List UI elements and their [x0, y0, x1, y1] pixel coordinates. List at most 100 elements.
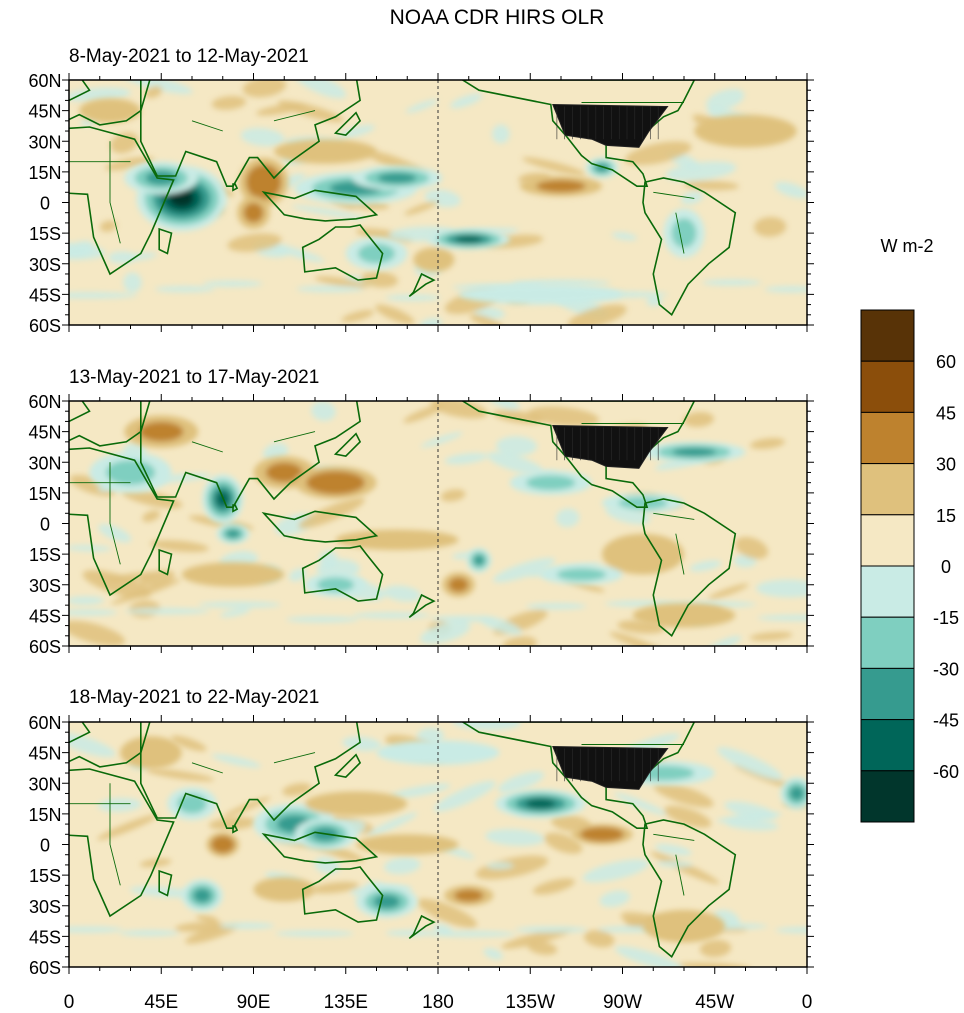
texture-band [424, 931, 516, 938]
coastline [261, 189, 379, 222]
coastline [232, 183, 239, 192]
texture-patch [98, 524, 132, 543]
us-county-lines [552, 745, 669, 790]
texture-patch [483, 948, 503, 960]
texture-patch [383, 585, 422, 602]
texture-patch [650, 851, 720, 885]
map-panel-3: 18-May-2021 to 22-May-2021 60N 45N 30N 15N 0 1… [28, 687, 814, 978]
texture-patch [208, 817, 257, 831]
anomaly-field [69, 722, 807, 967]
y-tick-label: 60N [28, 392, 61, 412]
texture-patch [582, 859, 650, 883]
texture-patch [532, 878, 575, 895]
anomaly-contour [536, 180, 586, 193]
texture-band [198, 601, 281, 608]
coastline [69, 768, 175, 918]
anomaly-contour [325, 796, 387, 812]
texture-patch [527, 941, 558, 955]
texture-patch [420, 432, 463, 448]
colorbar-label: -30 [933, 659, 959, 679]
x-tick-label: 0 [802, 992, 813, 1013]
y-tick-label: 60S [29, 316, 61, 336]
chart-title: NOAA CDR HIRS OLR [390, 6, 605, 29]
anomaly-contour [455, 235, 483, 243]
y-tick-label: 30N [28, 774, 61, 794]
texture-patch [97, 797, 142, 812]
anomaly-contour [243, 202, 264, 223]
us-county-lines [552, 103, 669, 148]
x-tick-label: 45E [144, 992, 178, 1013]
coastline [301, 545, 384, 602]
y-tick-label: 0 [40, 515, 50, 535]
y-tick-label: 0 [40, 194, 50, 214]
coastline [333, 432, 362, 457]
texture-patch [599, 890, 631, 908]
x-tick-label: 0 [64, 992, 75, 1013]
texture-band [69, 609, 118, 616]
anomaly-contour [556, 568, 607, 581]
texture-patch [497, 771, 545, 793]
coastline [69, 126, 175, 276]
anomaly-contour [526, 475, 576, 491]
texture-patch [774, 181, 807, 199]
anomaly-contour [360, 533, 434, 546]
anomaly-contour [373, 894, 400, 909]
texture-patch [656, 861, 694, 868]
colorbar-swatch [860, 463, 915, 516]
anomaly-contour [671, 218, 697, 248]
texture-patch [478, 616, 522, 635]
texture-patch [384, 857, 421, 875]
texture-patch [708, 635, 742, 646]
country-border [191, 120, 223, 132]
texture-patch [469, 314, 503, 325]
texture-patch [664, 805, 712, 828]
texture-patch [242, 80, 287, 98]
colorbar-label: 15 [936, 506, 956, 526]
texture-patch [311, 401, 336, 421]
colorbar-swatch [860, 770, 915, 823]
texture-patch [211, 754, 262, 768]
texture-patch [433, 780, 496, 812]
texture-patch [683, 411, 715, 428]
coastline [232, 825, 239, 834]
colorbar-label: -45 [933, 711, 959, 731]
texture-patch [567, 304, 627, 325]
anomaly-contour [672, 447, 717, 457]
texture-band [385, 294, 441, 301]
texture-band [155, 286, 215, 293]
texture-patch [501, 927, 574, 949]
texture-patch [527, 406, 600, 427]
coastline [140, 80, 361, 187]
texture-patch [174, 921, 226, 932]
x-tick-label: 90E [237, 992, 271, 1013]
country-border [273, 110, 316, 122]
texture-band [296, 285, 364, 292]
texture-patch [405, 99, 438, 113]
x-tick-label: 180 [422, 992, 454, 1013]
colorbar-label: -15 [933, 608, 959, 628]
anomaly-contour [253, 171, 275, 193]
texture-patch [69, 620, 126, 646]
colorbar-swatch [860, 309, 915, 362]
country-border [675, 212, 685, 254]
x-tick-label: 135W [505, 992, 555, 1013]
anomaly-contour [265, 882, 303, 897]
y-tick-label: 15N [28, 163, 61, 183]
texture-band [515, 926, 588, 933]
y-tick-label: 45N [28, 744, 61, 764]
texture-patch [420, 621, 471, 644]
texture-patch [211, 96, 247, 110]
y-tick-label: 45N [28, 423, 61, 443]
map-panel-2: 13-May-2021 to 17-May-2021 60N 45N 30N 15N 0 1… [28, 367, 814, 657]
coastline [69, 722, 151, 768]
anomaly-contour [473, 555, 485, 566]
colorbar: W m-2 60 45 30 15 0 -15 -30 -45 -60 [860, 236, 959, 823]
y-tick-label: 45S [29, 285, 61, 305]
anomaly-contour [714, 121, 777, 141]
colorbar-swatch [860, 514, 915, 567]
anomaly-contour [202, 567, 264, 582]
texture-patch [291, 205, 366, 220]
texture-band [219, 922, 275, 929]
anomaly-contour [453, 889, 484, 902]
texture-patch [367, 812, 418, 837]
